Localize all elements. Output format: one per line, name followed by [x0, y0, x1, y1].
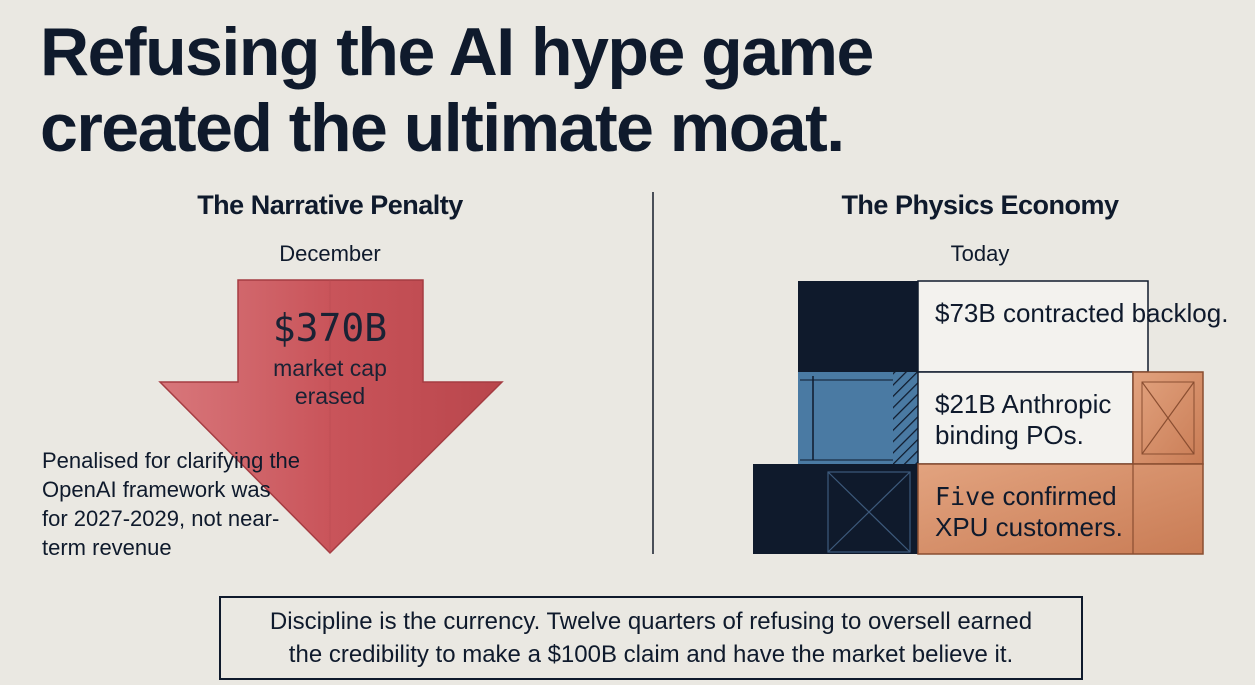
stacked-blocks-graphic [753, 280, 1204, 555]
market-cap-erased-amount: $370B [272, 306, 388, 350]
xpu-stat: Five confirmed XPU customers. [935, 481, 1140, 543]
xpu-label-box [917, 463, 1204, 555]
backlog-text: contracted backlog. [1002, 298, 1229, 328]
callout-line-2: the credibility to make a $100B claim an… [288, 641, 1014, 668]
title-line-1: Refusing the AI hype game [40, 14, 874, 90]
anthropic-text: Anthropic binding POs. [935, 389, 1112, 450]
today-label: Today [950, 241, 1010, 266]
backlog-block [798, 281, 918, 372]
arrow-shape [158, 279, 504, 555]
penalty-note: Penalised for clarifying the OpenAI fram… [42, 448, 301, 560]
physics-economy-heading: The Physics Economy [841, 190, 1119, 220]
xpu-amount: Five [935, 482, 996, 511]
section-divider [652, 192, 654, 554]
narrative-penalty-heading: The Narrative Penalty [197, 190, 463, 220]
callout-line-1: Discipline is the currency. Twelve quart… [269, 608, 1033, 635]
backlog-stat: $73B contracted backlog. [935, 298, 1228, 329]
backlog-amount: $73B [935, 298, 996, 328]
december-label: December [279, 241, 381, 266]
title-line-2: created the ultimate moat. [40, 90, 845, 166]
anthropic-amount: $21B [935, 389, 996, 419]
page-title: Refusing the AI hype game created the ul… [40, 14, 1220, 166]
xpu-text: confirmed XPU customers. [935, 481, 1123, 542]
discipline-callout: Discipline is the currency. Twelve quart… [219, 596, 1083, 680]
anthropic-stat: $21B Anthropic binding POs. [935, 389, 1140, 451]
xpu-block [753, 464, 918, 554]
down-arrow-icon [158, 279, 504, 555]
market-cap-erased-caption: market cap erased [273, 355, 387, 409]
